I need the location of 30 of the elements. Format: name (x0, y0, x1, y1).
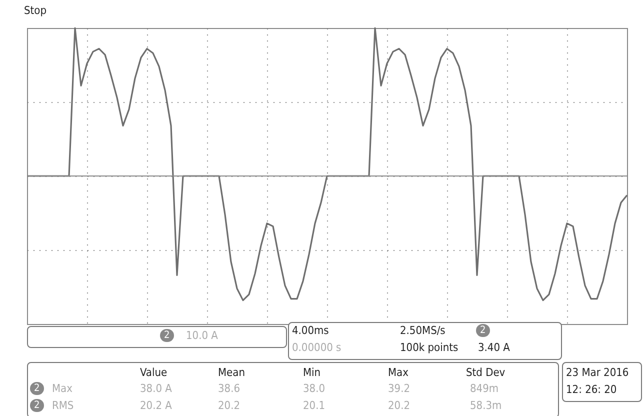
text: Mean (218, 366, 245, 379)
text: 2 (476, 324, 490, 337)
text: 20.2 (218, 399, 240, 412)
text: 2 (160, 329, 174, 342)
text: Value (140, 366, 168, 379)
text: 3.40 A (478, 341, 510, 354)
text: Max (52, 382, 72, 395)
text: 2 (30, 382, 44, 395)
text: 38.6 (218, 382, 240, 395)
text: 2.50MS/s (400, 324, 446, 337)
text: 20.1 (303, 399, 326, 412)
text: 39.2 (388, 382, 410, 395)
text: 20.2 (388, 399, 410, 412)
text: 38.0 (303, 382, 326, 395)
text: 2 (30, 399, 44, 412)
text: Min (303, 366, 321, 379)
text: Std Dev (466, 366, 506, 379)
text: 38.0 A (140, 382, 172, 395)
text: 58.3m (470, 399, 502, 412)
text: 4.00ms (292, 324, 329, 337)
text: 20.2 A (140, 399, 172, 412)
text: 100k points (400, 341, 458, 354)
text: 10.0 A (186, 329, 218, 342)
text: Stop (24, 4, 46, 17)
text: Max (388, 366, 408, 379)
text: 12: 26: 20 (566, 383, 617, 396)
text: 849m (470, 382, 499, 395)
text: 23 Mar 2016 (566, 366, 629, 379)
text: 0.00000 s (292, 341, 342, 354)
text: RMS (52, 399, 74, 412)
